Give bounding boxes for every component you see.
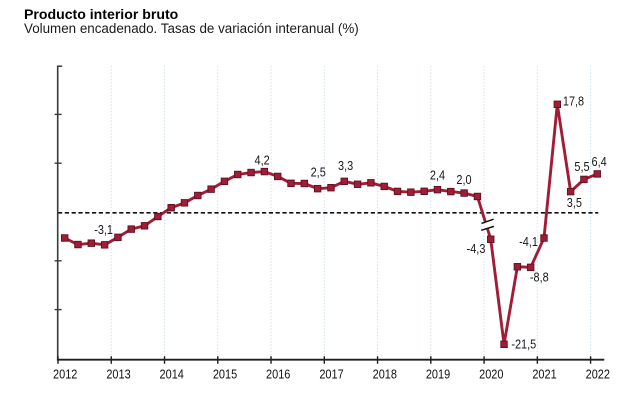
svg-text:-8,8: -8,8 <box>530 270 549 285</box>
svg-text:2,0: 2,0 <box>456 172 471 187</box>
svg-text:Producto interior bruto: Producto interior bruto <box>24 6 179 22</box>
svg-text:-4,3: -4,3 <box>467 241 486 256</box>
svg-text:2016: 2016 <box>266 366 290 381</box>
svg-text:2020: 2020 <box>479 366 503 381</box>
svg-text:-3,1: -3,1 <box>94 222 113 237</box>
svg-text:-21,5: -21,5 <box>511 337 536 352</box>
svg-text:2021: 2021 <box>532 366 556 381</box>
svg-text:2,5: 2,5 <box>311 165 326 180</box>
svg-text:17,8: 17,8 <box>563 94 584 109</box>
svg-text:2018: 2018 <box>373 366 397 381</box>
svg-text:2013: 2013 <box>106 366 130 381</box>
svg-text:5,5: 5,5 <box>574 159 589 174</box>
svg-text:2015: 2015 <box>213 366 237 381</box>
svg-text:6,4: 6,4 <box>592 154 607 169</box>
svg-text:2019: 2019 <box>426 366 450 381</box>
svg-text:3,3: 3,3 <box>338 158 353 173</box>
svg-text:2014: 2014 <box>160 366 184 381</box>
svg-text:Volumen encadenado. Tasas de v: Volumen encadenado. Tasas de variación i… <box>24 21 359 36</box>
svg-text:-4,1: -4,1 <box>519 234 538 249</box>
svg-text:2017: 2017 <box>319 366 343 381</box>
svg-text:2,4: 2,4 <box>430 168 445 183</box>
svg-text:3,5: 3,5 <box>567 195 582 210</box>
svg-text:2012: 2012 <box>53 366 77 381</box>
svg-text:2022: 2022 <box>586 366 610 381</box>
svg-text:4,2: 4,2 <box>255 153 270 168</box>
